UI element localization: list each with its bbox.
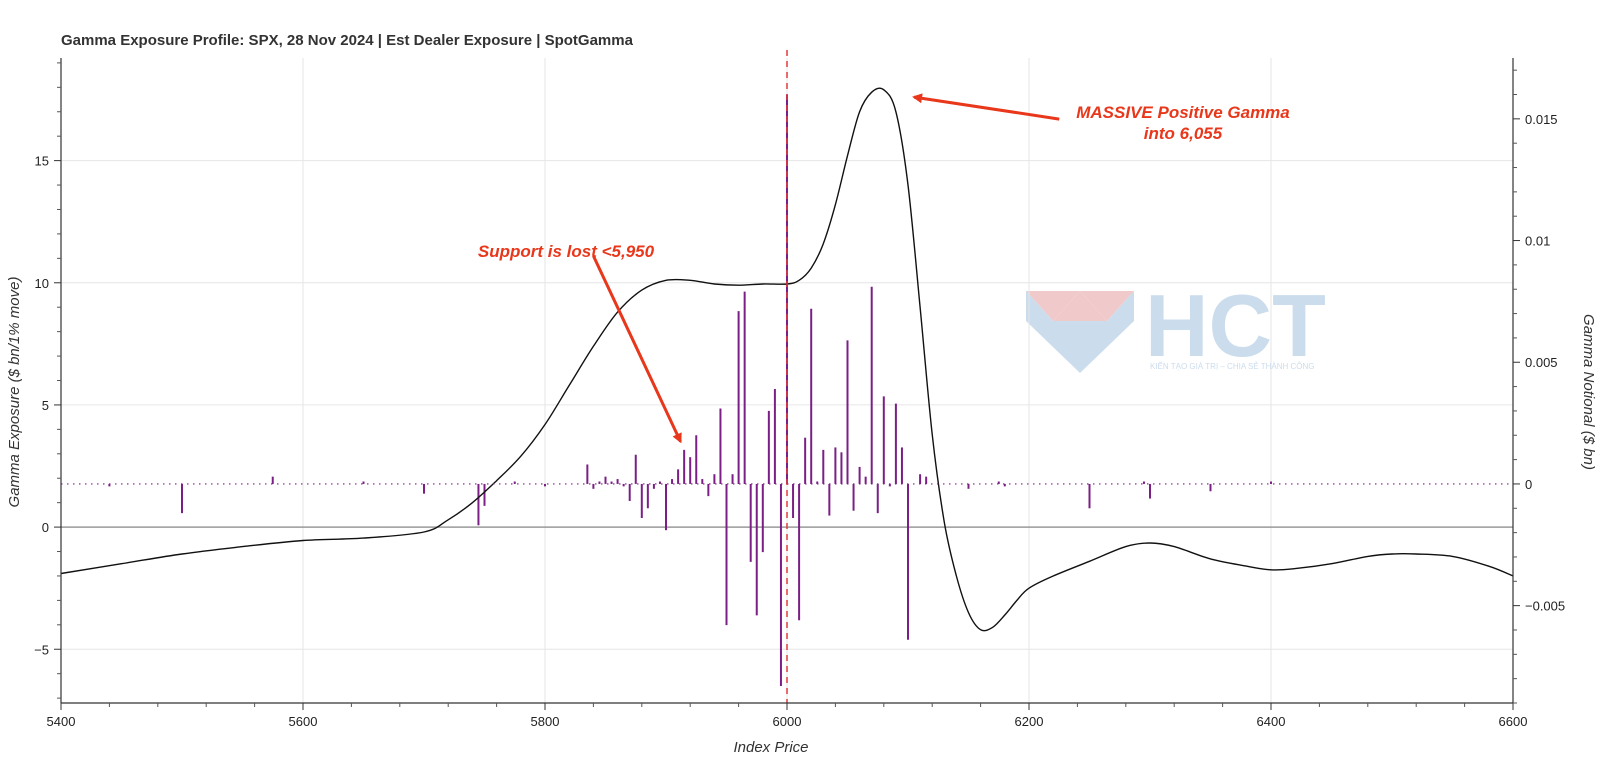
y2-tick-label: 0.015 — [1525, 112, 1558, 127]
y-axis-label: Gamma Exposure ($ bn/1% move) — [6, 277, 23, 508]
watermark-red-triangle-center — [1053, 291, 1107, 321]
y-tick-label: 0 — [42, 520, 49, 535]
x-tick-label: 5400 — [47, 714, 76, 729]
y-tick-label: −5 — [34, 642, 49, 657]
x-tick-label: 6200 — [1015, 714, 1044, 729]
watermark-blue-triangle-bottom — [1026, 321, 1134, 373]
gamma-exposure-series — [60, 50, 1514, 703]
x-axis-label: Index Price — [733, 739, 808, 756]
annotation-arrow — [912, 93, 1060, 121]
y2-axis-label: Gamma Notional ($ bn) — [1580, 314, 1597, 470]
chart-ticks: 5400 5600 5800 6000 6200 6400 6600 −5 0 5 10 15 −0.0… — [34, 62, 1565, 729]
y-tick-label: 15 — [35, 154, 49, 169]
y2-tick-label: 0.005 — [1525, 355, 1558, 370]
y2-tick-label: −0.005 — [1525, 599, 1565, 614]
gamma-exposure-line — [60, 87, 1514, 632]
gamma-notional-bars — [108, 94, 1272, 686]
x-tick-label: 5600 — [289, 714, 318, 729]
annotation-text: into 6,055 — [1144, 124, 1223, 143]
x-tick-label: 6400 — [1257, 714, 1286, 729]
annotation-text: MASSIVE Positive Gamma — [1076, 103, 1290, 122]
watermark-text: HCT — [1145, 276, 1326, 375]
y-tick-label: 5 — [42, 398, 49, 413]
x-tick-label: 6000 — [773, 714, 802, 729]
hct-watermark-logo: HCT KIẾN TẠO GIÁ TRỊ – CHIA SẺ THÀNH CÔN… — [1026, 276, 1326, 375]
chart-title: Gamma Exposure Profile: SPX, 28 Nov 2024… — [61, 32, 634, 49]
x-tick-label: 6600 — [1499, 714, 1528, 729]
y2-tick-label: 0.01 — [1525, 234, 1550, 249]
y-tick-label: 10 — [35, 276, 49, 291]
watermark-subtext: KIẾN TẠO GIÁ TRỊ – CHIA SẺ THÀNH CÔNG — [1150, 361, 1314, 371]
watermark-red-triangle-right — [1080, 291, 1134, 321]
annotation-text: Support is lost <5,950 — [478, 242, 655, 261]
chart-annotations: MASSIVE Positive Gamma into 6,055 Support … — [478, 93, 1290, 444]
watermark-red-triangle-left — [1026, 291, 1080, 321]
x-tick-label: 5800 — [531, 714, 560, 729]
y2-tick-label: 0 — [1525, 477, 1532, 492]
watermark-blue-triangle-left — [1026, 291, 1053, 321]
watermark-blue-triangle-right — [1107, 291, 1134, 321]
annotation-arrow — [592, 255, 682, 444]
